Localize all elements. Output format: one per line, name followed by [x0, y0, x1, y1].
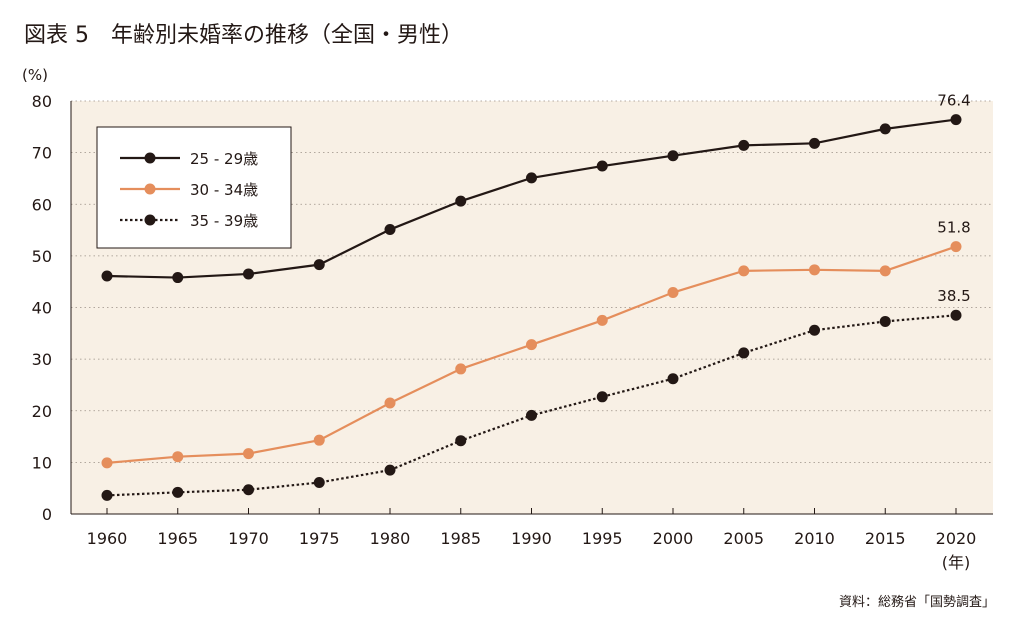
data-point [809, 264, 820, 276]
y-tick-label: 80 [32, 92, 52, 111]
legend-swatch-marker [144, 152, 156, 164]
legend-label: 30 - 34歳 [190, 181, 258, 199]
data-point [809, 137, 820, 149]
data-point [101, 270, 113, 282]
data-point [667, 373, 679, 385]
data-point [384, 397, 396, 409]
data-point [950, 309, 962, 321]
end-value-labels: 76.4 51.8 38.5 [937, 92, 970, 306]
data-point [243, 448, 254, 460]
x-tick-label: 2020 [936, 529, 977, 548]
x-tick-label: 2005 [723, 529, 764, 548]
y-tick-labels: 0 10 20 30 40 50 60 70 80 [32, 92, 52, 524]
legend-swatch-marker [144, 183, 156, 195]
x-tick-label: 2000 [653, 529, 694, 548]
data-point [738, 265, 750, 277]
x-tick-label: 1980 [370, 529, 411, 548]
data-point [384, 224, 396, 236]
x-tick-label: 2010 [794, 529, 835, 548]
data-point [809, 324, 820, 336]
data-point [455, 435, 467, 447]
series-2 [101, 241, 962, 469]
data-point [101, 457, 113, 469]
legend-label: 25 - 29歳 [190, 150, 258, 168]
y-tick-label: 60 [32, 195, 52, 214]
y-tick-label: 10 [32, 453, 52, 472]
data-point [596, 314, 608, 326]
legend-swatch-marker [144, 214, 156, 226]
y-axis-label: (%) [22, 66, 48, 84]
data-point [313, 477, 325, 489]
y-tick-label: 0 [42, 505, 52, 524]
x-tick-label: 1970 [228, 529, 269, 548]
legend-item: 25 - 29歳 [120, 150, 258, 168]
chart-title: 図表 5 年齢別未婚率の推移（全国・男性） [24, 23, 463, 48]
data-point [455, 363, 467, 375]
data-point [667, 150, 679, 162]
data-point [950, 114, 962, 126]
data-point [879, 265, 891, 277]
end-value-label: 38.5 [937, 287, 970, 305]
data-point [596, 160, 608, 172]
data-point [738, 139, 750, 151]
x-axis-label: (年) [942, 553, 971, 572]
end-value-label: 51.8 [937, 219, 970, 237]
data-point [950, 241, 962, 253]
legend-item: 30 - 34歳 [120, 181, 258, 199]
data-point [879, 315, 891, 327]
data-point [879, 123, 891, 135]
source-note: 資料：総務省「国勢調査」 [839, 595, 995, 610]
x-tick-label: 1995 [582, 529, 623, 548]
legend: 25 - 29歳 30 - 34歳 35 - 39歳 [96, 126, 292, 249]
end-value-label: 76.4 [937, 92, 970, 110]
x-tick-label: 1960 [87, 529, 128, 548]
data-point [526, 172, 537, 184]
data-point [526, 409, 537, 421]
data-point [172, 486, 184, 498]
data-point [667, 287, 679, 299]
data-point [313, 259, 325, 271]
data-point [101, 489, 113, 501]
x-tick-label: 2015 [865, 529, 906, 548]
data-point [384, 464, 396, 476]
series-1 [101, 114, 962, 284]
x-tick-label: 1965 [157, 529, 198, 548]
data-point [172, 272, 184, 284]
data-point [243, 484, 254, 496]
y-tick-label: 30 [32, 350, 52, 369]
y-tick-label: 50 [32, 247, 52, 266]
legend-box [96, 126, 292, 249]
legend-item: 35 - 39歳 [120, 212, 258, 230]
data-point [313, 434, 325, 446]
data-point [455, 195, 467, 207]
x-tick-label: 1975 [299, 529, 340, 548]
y-tick-label: 20 [32, 402, 52, 421]
data-point [738, 347, 750, 359]
legend-label: 35 - 39歳 [190, 212, 258, 230]
x-tick-label: 1985 [440, 529, 481, 548]
y-tick-label: 40 [32, 299, 52, 318]
data-point [172, 451, 184, 463]
data-point [243, 268, 254, 280]
data-point [526, 339, 537, 351]
data-point [596, 391, 608, 403]
x-tick-label: 1990 [511, 529, 552, 548]
series-lines [101, 114, 962, 501]
x-tick-labels: 1960 1965 1970 1975 1980 1985 1990 1995 2000 2005… [87, 508, 977, 548]
series-3 [101, 309, 962, 501]
y-tick-label: 70 [32, 144, 52, 163]
